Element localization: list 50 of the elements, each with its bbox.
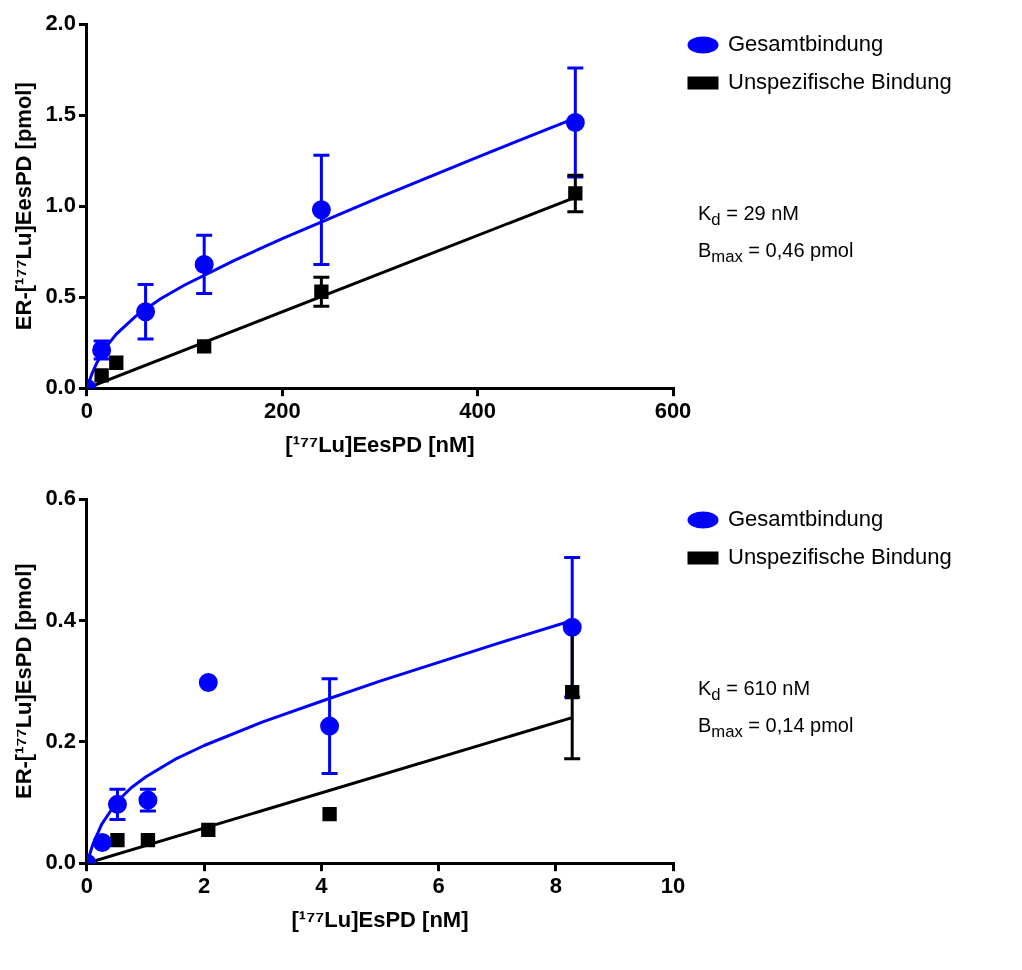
x-tick-label: 10 xyxy=(660,873,686,899)
y-tick-label: 0.5 xyxy=(45,283,76,309)
point xyxy=(568,186,583,201)
legend-label: Unspezifische Bindung xyxy=(728,544,952,570)
y-tick-label: 0.0 xyxy=(45,849,76,875)
x-tick-label: 6 xyxy=(432,873,445,899)
point xyxy=(92,833,112,853)
point xyxy=(136,302,156,322)
x-tick-label: 0 xyxy=(80,398,94,424)
point xyxy=(322,806,337,822)
point xyxy=(565,684,580,700)
x-tick-label: 0 xyxy=(80,873,94,899)
text: B$_{max}$ = 0,14 pmol xyxy=(698,713,854,743)
point xyxy=(198,672,218,692)
point xyxy=(320,716,340,736)
legend-label: Unspezifische Bindung xyxy=(728,69,952,95)
x-tick-label: 600 xyxy=(654,398,692,424)
legend-label: Gesamtbindung xyxy=(728,506,884,532)
point xyxy=(110,832,125,848)
point xyxy=(314,284,329,299)
point xyxy=(109,355,124,370)
y-tick-label: 0.0 xyxy=(45,374,76,400)
x-tick-label: 4 xyxy=(315,873,329,899)
y-tick-label: 0.6 xyxy=(45,485,76,511)
x-tick-label: 2 xyxy=(198,873,211,899)
x-axis-title: [¹⁷⁷Lu]EsPD [nM] xyxy=(291,906,469,932)
x-tick-label: 8 xyxy=(549,873,562,899)
y-tick-label: 1.0 xyxy=(45,192,76,218)
text: B$_{max}$ = 0,46 pmol xyxy=(698,238,854,268)
text: K$_{d}$ = 610 nM xyxy=(698,676,812,706)
point xyxy=(197,339,212,354)
y-tick-label: 2.0 xyxy=(45,10,76,36)
y-tick-label: 1.5 xyxy=(45,101,76,127)
y-tick-label: 0.4 xyxy=(45,606,77,632)
point xyxy=(565,112,585,132)
x-tick-label: 200 xyxy=(263,398,301,424)
point xyxy=(94,368,109,383)
y-axis-title: ER-[¹⁷⁷Lu]EsPD [pmol] xyxy=(11,563,37,800)
point xyxy=(140,832,156,848)
x-axis-title: [¹⁷⁷Lu]EesPD [nM] xyxy=(285,431,475,457)
x-tick-label: 400 xyxy=(459,398,497,424)
text: K$_{d}$ = 29 nM xyxy=(698,201,800,231)
legend-label: Gesamtbindung xyxy=(728,31,884,57)
y-axis-title: ER-[¹⁷⁷Lu]EesPD [pmol] xyxy=(11,82,37,331)
y-tick-label: 0.2 xyxy=(45,727,76,753)
point xyxy=(562,617,582,637)
point xyxy=(201,822,216,837)
point xyxy=(311,200,331,220)
point xyxy=(194,254,214,274)
point xyxy=(107,794,127,814)
